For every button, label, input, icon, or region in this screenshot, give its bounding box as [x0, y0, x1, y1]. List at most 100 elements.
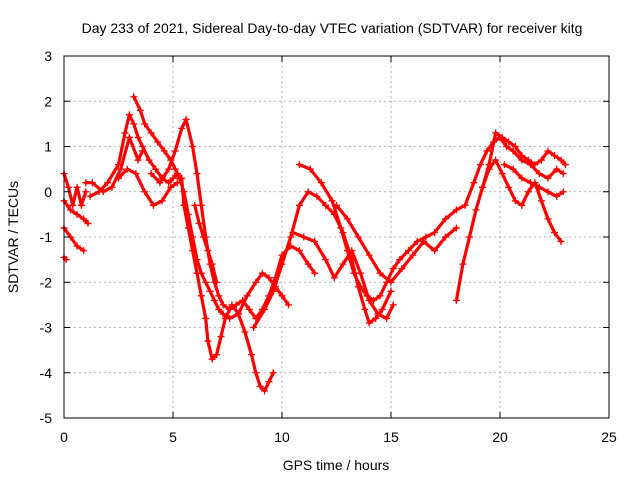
- data-point: [158, 197, 166, 205]
- data-point: [356, 283, 364, 291]
- data-point: [322, 201, 330, 209]
- data-point: [350, 269, 358, 277]
- series-trace: [62, 199, 90, 225]
- data-point: [115, 161, 122, 169]
- data-point: [215, 292, 223, 300]
- data-point: [442, 215, 449, 223]
- data-point: [82, 188, 90, 196]
- data-point: [328, 197, 336, 205]
- data-point: [376, 292, 384, 300]
- data-point: [213, 278, 221, 286]
- y-axis-label: SDTVAR / TECUs: [5, 181, 21, 293]
- x-axis-label: GPS time / hours: [283, 457, 390, 473]
- data-point: [527, 179, 535, 187]
- grid: [64, 56, 609, 418]
- data-point: [544, 147, 552, 155]
- series-arc-i: [115, 165, 181, 209]
- data-point: [461, 201, 469, 209]
- data-point: [306, 165, 314, 173]
- data-point: [171, 147, 179, 155]
- data-point: [544, 188, 552, 196]
- data-point: [165, 165, 173, 173]
- x-tick-label: 0: [60, 429, 68, 445]
- data-point: [261, 387, 269, 395]
- data-point: [383, 314, 391, 322]
- data-point: [145, 156, 153, 164]
- data-point: [80, 215, 88, 223]
- data-point: [154, 138, 162, 146]
- series-arc-h: [147, 115, 319, 322]
- data-point: [365, 251, 373, 259]
- data-point: [553, 165, 561, 173]
- y-tick-label: -2: [40, 274, 53, 290]
- data-point: [551, 152, 558, 160]
- data-point: [498, 170, 506, 178]
- series-trace: [62, 226, 86, 253]
- data-point: [206, 287, 214, 295]
- data-point: [141, 120, 149, 128]
- x-tick-label: 5: [169, 429, 177, 445]
- data-point: [479, 183, 487, 191]
- data-point: [265, 274, 273, 282]
- data-point: [313, 192, 321, 200]
- data-point: [193, 170, 201, 178]
- data-point: [339, 260, 347, 268]
- data-point: [304, 260, 312, 268]
- series-trace: [132, 95, 291, 320]
- series-trace: [502, 163, 565, 198]
- data-point: [215, 305, 223, 313]
- data-point: [123, 165, 131, 173]
- y-tick-label: -1: [40, 229, 53, 245]
- data-point: [537, 156, 545, 164]
- data-point: [511, 143, 519, 150]
- data-point: [156, 179, 164, 187]
- data-point: [476, 161, 484, 169]
- series-arc-k: [250, 188, 395, 331]
- data-point: [413, 238, 421, 246]
- data-point: [169, 174, 177, 182]
- data-point: [73, 242, 81, 250]
- y-tick-label: 1: [44, 139, 52, 155]
- data-point: [304, 188, 312, 196]
- data-point: [470, 179, 478, 187]
- data-point: [73, 183, 81, 191]
- data-point: [121, 129, 129, 137]
- data-point: [197, 292, 205, 300]
- data-point: [189, 143, 197, 150]
- series-arc-a: [60, 170, 90, 209]
- data-point: [420, 238, 428, 246]
- data-point: [152, 165, 160, 173]
- data-point: [472, 206, 480, 214]
- data-point: [95, 188, 103, 196]
- data-point: [226, 314, 234, 322]
- data-point: [511, 197, 519, 205]
- axes: 0 5 10 15 20 25 -5 -4 -3 -2 -1 0 1 2 3: [40, 48, 617, 445]
- data-point: [337, 224, 345, 232]
- data-point: [195, 219, 203, 227]
- data-point: [551, 228, 558, 236]
- data-point: [492, 156, 500, 164]
- data-point: [252, 278, 260, 286]
- data-point: [535, 170, 543, 178]
- data-point: [138, 143, 146, 150]
- y-tick-label: 0: [44, 184, 52, 200]
- data-point: [202, 314, 210, 322]
- data-point: [171, 165, 179, 173]
- data-point: [537, 197, 545, 205]
- series-trace: [252, 190, 393, 330]
- data-point: [208, 260, 216, 268]
- data-point: [387, 278, 395, 286]
- series-arc-l: [295, 133, 567, 304]
- data-point: [509, 165, 517, 173]
- series-trace: [84, 135, 145, 194]
- x-tick-label: 10: [274, 429, 290, 445]
- data-point: [431, 228, 439, 236]
- data-point: [343, 215, 351, 223]
- data-point: [300, 233, 308, 241]
- data-point: [524, 188, 532, 196]
- series-trace: [297, 135, 565, 302]
- data-point: [239, 296, 247, 304]
- data-point: [204, 337, 212, 345]
- data-point: [557, 238, 565, 246]
- data-point: [518, 201, 526, 209]
